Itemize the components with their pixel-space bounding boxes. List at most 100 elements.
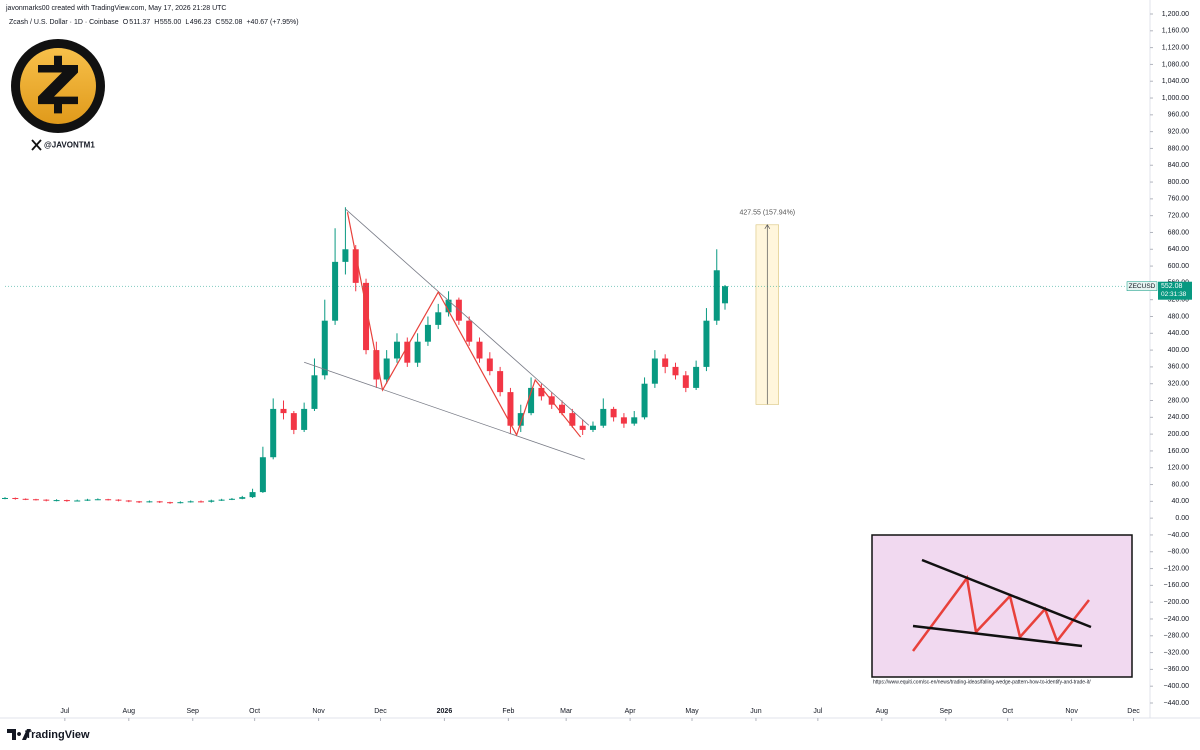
legend-value: 511.37 (129, 19, 150, 26)
x-tick-label: Apr (625, 708, 637, 715)
candle-body (651, 358, 658, 384)
price-label: 552.08 (1161, 283, 1183, 290)
candle-body (631, 417, 638, 424)
y-tick-label: −400.00 (1164, 683, 1190, 690)
y-tick-label: 1,080.00 (1162, 61, 1189, 68)
y-tick-label: −360.00 (1164, 666, 1190, 673)
candle-body (22, 498, 29, 500)
candle-body (53, 500, 60, 502)
y-tick-label: 1,120.00 (1162, 44, 1189, 51)
candle-body (280, 408, 287, 414)
candle-body (218, 499, 225, 501)
y-tick-label: 480.00 (1168, 313, 1190, 320)
y-tick-label: 920.00 (1168, 128, 1190, 135)
legend-value: 555.00 (160, 19, 182, 26)
y-tick-label: 1,160.00 (1162, 28, 1189, 35)
zigzag (346, 212, 582, 438)
candle-body (528, 387, 535, 414)
attribution: javonmarks00 created with TradingView.co… (5, 5, 226, 12)
candle-body (32, 499, 39, 501)
candle-body (105, 499, 112, 501)
x-tick-label: Dec (1127, 708, 1140, 715)
countdown-label: 02:31:38 (1161, 291, 1187, 298)
candle-body (352, 249, 359, 283)
candle-body (2, 497, 8, 499)
y-tick-label: 520.00 (1168, 297, 1190, 304)
candle-body (600, 408, 607, 426)
candle-body (63, 500, 70, 502)
price-range-arrowhead (764, 224, 771, 229)
y-tick-label: 280.00 (1168, 397, 1190, 404)
candle-body (311, 375, 318, 409)
candle-body (476, 341, 483, 359)
y-tick-label: 1,200.00 (1162, 11, 1189, 18)
y-tick-label: −80.00 (1167, 549, 1189, 556)
y-tick-label: −200.00 (1164, 599, 1190, 606)
candle-body (84, 499, 91, 501)
y-tick-label: −120.00 (1164, 565, 1190, 572)
candle-body (393, 341, 400, 359)
candle-body (373, 350, 380, 380)
x-tick-label: Dec (374, 708, 387, 715)
x-tick-label: May (685, 708, 699, 715)
y-tick-label: 760.00 (1168, 196, 1190, 203)
x-tick-label: Jun (750, 708, 761, 715)
candle-body (228, 498, 235, 500)
y-tick-label: 240.00 (1168, 414, 1190, 421)
candle-body (208, 500, 215, 502)
y-tick-label: 160.00 (1168, 448, 1190, 455)
legend-key: L (185, 19, 189, 26)
legend-value: 552.08 (221, 19, 243, 26)
y-tick-label: 840.00 (1168, 162, 1190, 169)
x-tick-label: Jul (60, 708, 69, 715)
legend-key: O (123, 19, 129, 26)
y-tick-label: −40.00 (1167, 532, 1189, 539)
x-tick-label: Feb (502, 708, 514, 715)
x-tick-label: Jul (813, 708, 822, 715)
legend-value: 496.23 (190, 19, 212, 26)
symbol-label: ZECUSD (1129, 283, 1156, 290)
candle-body (517, 413, 524, 426)
candle-body (270, 408, 277, 458)
candle-body (363, 282, 370, 351)
legend-key: H (154, 19, 159, 26)
x-tick-label: Oct (1002, 708, 1013, 715)
x-tick-label: 2026 (437, 708, 453, 715)
candle-body (722, 286, 729, 304)
candle-body (620, 417, 627, 424)
candle-body (187, 501, 194, 503)
y-tick-label: 600.00 (1168, 263, 1190, 270)
candle-body (125, 500, 132, 502)
symbol-box (1126, 281, 1158, 291)
x-tick-label: Nov (312, 708, 325, 715)
candle-body (383, 358, 390, 380)
candle-body (404, 341, 411, 363)
candle-body (94, 499, 101, 501)
candle-body (177, 502, 184, 504)
candle-body (569, 413, 576, 426)
y-tick-label: −320.00 (1164, 649, 1190, 656)
candle-body (332, 261, 339, 321)
handle: @JAVONTM1 (44, 141, 95, 150)
y-tick-label: 640.00 (1168, 246, 1190, 253)
x-tick-label: Aug (123, 708, 136, 715)
candle-body (414, 341, 421, 363)
y-tick-label: 960.00 (1168, 112, 1190, 119)
candle-body (146, 501, 153, 503)
x-tick-label: Oct (249, 708, 260, 715)
trendline (304, 361, 585, 460)
candle-body (610, 408, 617, 418)
price-box (1158, 281, 1192, 300)
y-tick-label: 200.00 (1168, 431, 1190, 438)
x-tick-label: Nov (1065, 708, 1078, 715)
candle-body (559, 404, 566, 414)
legend-key: C (215, 19, 220, 26)
candle-body (641, 383, 648, 418)
candle-body (589, 425, 596, 430)
y-tick-label: −280.00 (1164, 633, 1190, 640)
y-tick-label: 720.00 (1168, 213, 1190, 220)
chart-title: Zcash / U.S. Dollar · 1D · Coinbase (9, 19, 119, 26)
wedge-illustration (871, 534, 1133, 678)
